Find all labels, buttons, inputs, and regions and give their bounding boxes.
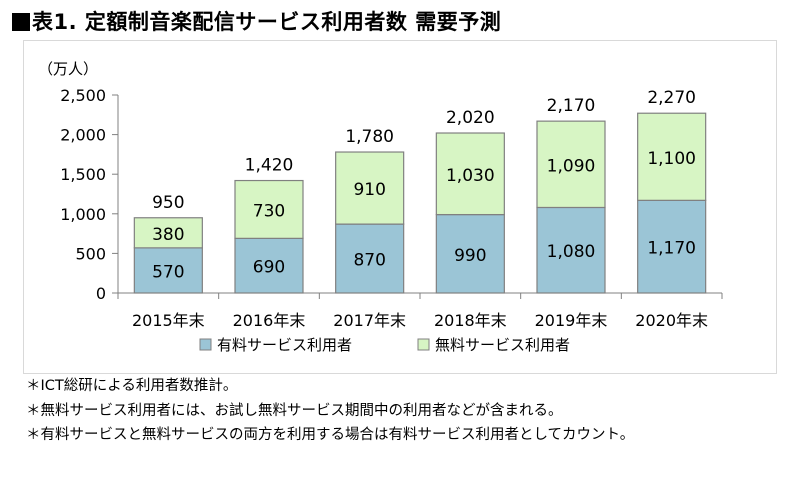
total-label: 2,020 — [446, 108, 495, 128]
x-tick-label: 2015年末 — [132, 311, 205, 330]
y-tick-label: 2,000 — [60, 126, 106, 145]
total-label: 1,420 — [245, 156, 294, 176]
bar-segment-free — [536, 120, 606, 209]
bar-segment-paid — [435, 213, 505, 294]
data-label: 910 — [353, 180, 385, 200]
legend-swatch-free — [417, 338, 430, 351]
y-tick-label: 1,500 — [60, 165, 106, 184]
data-label: 730 — [253, 201, 285, 221]
bar-segment-free — [234, 179, 304, 239]
y-tick-label: 2,500 — [60, 86, 106, 105]
y-tick-label: 1,000 — [60, 205, 106, 224]
total-label: 2,270 — [647, 88, 696, 108]
bar-segment-free — [335, 151, 405, 225]
bar-segment-free — [133, 217, 203, 249]
title-square-icon — [12, 13, 30, 31]
y-tick-label: 500 — [75, 244, 106, 263]
bar-segment-free — [637, 112, 707, 201]
x-tick-label: 2020年末 — [635, 311, 708, 330]
data-label: 1,100 — [647, 149, 696, 169]
legend-label: 有料サービス利用者 — [217, 336, 352, 354]
legend-swatch-paid — [199, 338, 212, 351]
total-label: 2,170 — [547, 96, 596, 116]
x-tick-label: 2018年末 — [434, 311, 507, 330]
data-label: 870 — [353, 251, 385, 271]
stacked-bar-chart: （万人） 0 500 1,000 1,500 2,000 2,500 570 380 950 201… — [38, 60, 723, 354]
y-tick-label: 0 — [96, 284, 106, 303]
bar-segment-free — [435, 132, 505, 216]
footnote-3: ＊有料サービスと無料サービスの両方を利用する場合は有料サービス利用者としてカウン… — [26, 427, 635, 443]
x-tick-label: 2017年末 — [333, 311, 406, 330]
footnote-1: ＊ICT総研による利用者数推計。 — [26, 378, 238, 394]
data-label: 570 — [152, 262, 184, 282]
data-label: 1,080 — [547, 242, 596, 262]
x-tick-label: 2016年末 — [233, 311, 306, 330]
title-text: 表1. 定額制音楽配信サービス利用者数 需要予測 — [32, 10, 502, 34]
data-label: 380 — [152, 225, 184, 245]
total-label: 1,780 — [345, 127, 394, 147]
legend-label: 無料サービス利用者 — [435, 336, 570, 354]
page-title: 表1. 定額制音楽配信サービス利用者数 需要予測 — [12, 6, 501, 36]
total-label: 950 — [152, 193, 184, 213]
x-tick-label: 2019年末 — [535, 311, 608, 330]
data-label: 1,030 — [446, 166, 495, 186]
data-label: 690 — [253, 258, 285, 278]
data-label: 1,170 — [647, 239, 696, 259]
bar-segment-paid — [133, 247, 203, 294]
data-label: 1,090 — [547, 156, 596, 176]
footnotes: ＊ICT総研による利用者数推計。 ＊無料サービス利用者には、お試し無料サービス期… — [26, 374, 634, 448]
y-unit-label: （万人） — [38, 60, 98, 78]
bar-segment-paid — [536, 206, 606, 294]
data-label: 990 — [454, 246, 486, 266]
footnote-2: ＊無料サービス利用者には、お試し無料サービス期間中の利用者などが含まれる。 — [26, 402, 563, 419]
